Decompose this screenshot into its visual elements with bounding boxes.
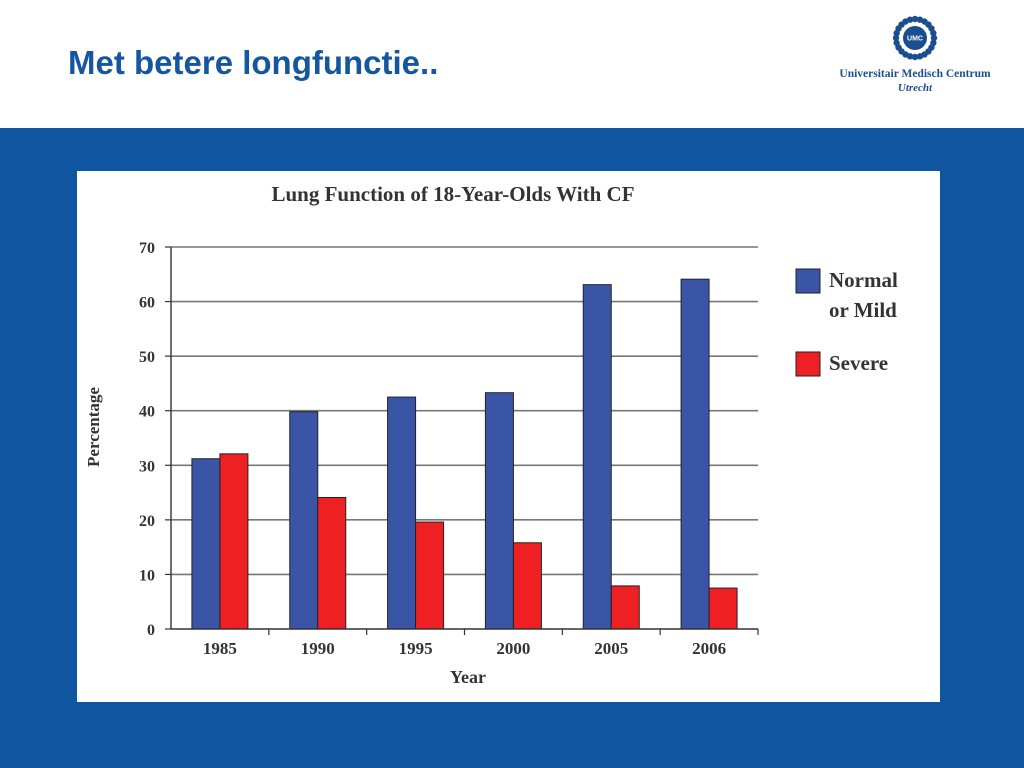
logo-ray — [892, 34, 900, 42]
x-tick-label: 1985 — [203, 639, 237, 658]
bar-severe-1995 — [415, 521, 445, 630]
x-axis-label: Year — [450, 667, 486, 687]
bar-normal-or-mild-1985 — [191, 458, 221, 630]
bar-severe-1990 — [317, 496, 347, 630]
logo-ray — [911, 15, 919, 23]
legend-swatch — [795, 351, 821, 377]
chart-panel: Lung Function of 18-Year-Olds With CF Pe… — [77, 171, 940, 702]
y-tick-label: 30 — [139, 458, 155, 475]
y-tick-label: 40 — [139, 404, 155, 421]
umc-logo: UMC Universitair Medisch Centrum Utrecht — [830, 12, 1000, 96]
y-tick-label: 0 — [147, 622, 155, 639]
bar-normal-or-mild-2005 — [582, 284, 612, 630]
logo-ray — [893, 39, 900, 47]
bar-severe-2005 — [610, 585, 640, 630]
logo-mark-text: UMC — [907, 36, 923, 43]
bar-chart: Lung Function of 18-Year-Olds With CF Pe… — [84, 182, 898, 687]
legend-label: Severe — [829, 351, 888, 375]
logo-ray — [930, 29, 937, 37]
umc-sun-logo-icon: UMC — [892, 15, 938, 61]
bar-normal-or-mild-2006 — [680, 278, 710, 630]
x-tick-label: 1995 — [399, 639, 433, 658]
x-tick-label: 1990 — [301, 639, 335, 658]
y-tick-label: 50 — [139, 349, 155, 366]
bar-severe-2000 — [512, 542, 542, 630]
logo-ray — [930, 34, 938, 42]
y-tick-label: 60 — [139, 295, 155, 312]
chart-title: Lung Function of 18-Year-Olds With CF — [271, 182, 634, 206]
x-tick-label: 2006 — [692, 639, 726, 658]
x-tick-label: 2005 — [594, 639, 628, 658]
y-axis-label: Percentage — [84, 387, 103, 467]
slide-title: Met betere longfunctie.. — [68, 44, 439, 81]
slide-header: Met betere longfunctie.. UMC Universitai… — [0, 0, 1024, 128]
y-tick-label: 70 — [139, 240, 155, 257]
legend-label: or Mild — [829, 298, 897, 322]
legend-swatch — [795, 268, 821, 294]
logo-ray — [916, 53, 924, 60]
y-tick-label: 10 — [139, 567, 155, 584]
bar-severe-2006 — [708, 587, 738, 630]
bar-severe-1985 — [219, 453, 249, 630]
x-tick-label: 2000 — [496, 639, 530, 658]
legend-label: Normal — [829, 268, 898, 292]
logo-ray — [911, 53, 919, 61]
bar-normal-or-mild-2000 — [484, 392, 514, 630]
logo-name: Universitair Medisch Centrum — [839, 68, 991, 80]
logo-city: Utrecht — [897, 82, 933, 94]
y-tick-label: 20 — [139, 513, 155, 530]
bar-normal-or-mild-1990 — [289, 411, 319, 630]
logo-ray — [906, 16, 914, 23]
bar-normal-or-mild-1995 — [387, 396, 417, 630]
